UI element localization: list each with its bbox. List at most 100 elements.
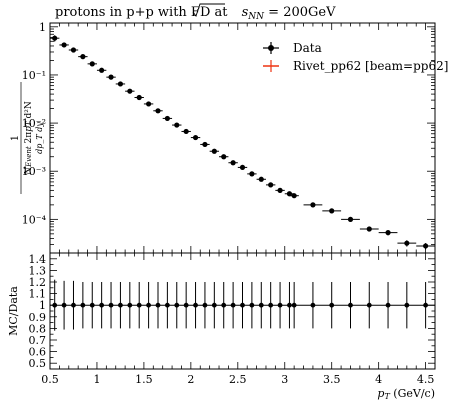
data-point <box>50 35 60 42</box>
x-tick-label: 1 <box>93 373 100 386</box>
ratio-point <box>164 282 170 329</box>
ratio-y-tick-label: 1.3 <box>29 264 47 277</box>
ratio-x-axis: 0.5 1 1.5 2 2.5 3 3.5 4 4.5 <box>41 253 436 386</box>
ratio-y-tick-label: 0.5 <box>29 357 47 370</box>
data-point <box>322 208 342 214</box>
chart-title: protons in p+p with FD at sNN = 200GeV <box>55 5 336 22</box>
ratio-y-tick-label: 0.7 <box>29 334 47 347</box>
data-point <box>303 202 323 208</box>
ratio-point <box>174 282 180 329</box>
data-point <box>143 101 154 107</box>
ratio-point <box>366 282 372 329</box>
ratio-point <box>155 282 161 329</box>
data-point <box>87 61 97 67</box>
svg-text:dp_T dy: dp_T dy <box>35 122 44 154</box>
data-point <box>228 160 238 166</box>
ratio-point <box>385 282 391 329</box>
main-x-ticks <box>49 23 436 253</box>
ratio-point <box>52 279 58 331</box>
data-point <box>200 141 210 148</box>
ratio-point <box>99 282 105 329</box>
ratio-y-tick-label: 0.6 <box>29 346 47 359</box>
ratio-y-axis: 0.50.60.70.80.911.11.21.31.4 <box>29 252 435 370</box>
data-point <box>237 164 248 171</box>
data-point <box>59 42 69 48</box>
x-tick-label: 3.5 <box>323 373 341 386</box>
ratio-point <box>127 282 133 329</box>
ratio-point <box>211 282 217 329</box>
ratio-point <box>287 282 292 329</box>
data-point <box>359 226 379 232</box>
ratio-point <box>291 282 297 329</box>
x-tick-label: 1.5 <box>135 373 153 386</box>
data-point <box>275 187 285 193</box>
svg-text:1: 1 <box>10 135 21 141</box>
data-point <box>289 193 299 199</box>
ratio-y-tick-label: 1.1 <box>29 288 47 301</box>
main-y-tick-label: 10⁻² <box>22 117 46 130</box>
data-point <box>181 128 191 135</box>
svg-text:NEvent 2πpT d²N: NEvent 2πpT d²N <box>24 101 34 176</box>
ratio-point <box>108 282 114 329</box>
data-point <box>115 81 126 87</box>
ratio-y-tick-label: 1 <box>39 299 46 312</box>
data-point <box>106 74 116 80</box>
data-point <box>265 182 276 188</box>
data-point <box>256 176 266 182</box>
main-y-axis: 10⁻⁴ 10⁻³ 10⁻² 10⁻¹ 1 <box>22 21 435 254</box>
sqrt-sign <box>192 3 225 17</box>
data-point <box>416 243 435 250</box>
ratio-point <box>146 282 151 329</box>
ratio-point <box>118 282 123 329</box>
ratio-point <box>230 282 236 329</box>
ratio-y-tick-label: 1.4 <box>29 253 47 266</box>
x-axis-label: pT (GeV/c) <box>377 387 435 401</box>
ratio-point <box>348 282 353 329</box>
x-tick-label: 4 <box>375 373 382 386</box>
ratio-point <box>221 282 227 329</box>
ratio-point <box>193 282 198 329</box>
data-point <box>78 54 88 60</box>
ratio-point <box>89 282 95 329</box>
ratio-point <box>71 280 76 330</box>
data-point <box>134 94 144 101</box>
ratio-point <box>277 282 283 329</box>
main-y-tick-label: 10⁻⁴ <box>22 213 47 226</box>
data-point <box>190 134 201 141</box>
ratio-y-tick-label: 0.9 <box>29 311 47 324</box>
ratio-y-axis-label: MC/Data <box>7 286 20 336</box>
data-point <box>125 88 135 94</box>
svg-text:Data: Data <box>293 41 322 55</box>
ratio-data-points <box>50 279 435 331</box>
x-tick-label: 2.5 <box>229 373 247 386</box>
legend-entry-rivet: Rivet_pp62 [beam=pp62] <box>263 59 448 73</box>
ratio-y-tick-label: 1.2 <box>29 276 47 289</box>
x-tick-label: 4.5 <box>417 373 435 386</box>
ratio-point <box>202 282 208 329</box>
data-point <box>219 154 229 160</box>
data-point <box>247 171 257 177</box>
svg-text:Rivet_pp62 [beam=pp62]: Rivet_pp62 [beam=pp62] <box>293 59 448 73</box>
data-point <box>68 47 79 53</box>
x-tick-label: 0.5 <box>41 373 59 386</box>
ratio-point <box>258 282 264 329</box>
ratio-point <box>404 282 410 329</box>
ratio-point <box>136 282 142 329</box>
main-y-tick-label: 1 <box>39 21 46 34</box>
main-y-axis-label: 1 NEvent 2πpT d²N dp_T dy <box>10 82 44 194</box>
legend: Data Rivet_pp62 [beam=pp62] <box>263 41 448 73</box>
ratio-point <box>268 282 274 329</box>
main-data-points <box>50 35 435 250</box>
ratio-point <box>61 280 67 330</box>
x-tick-label: 2 <box>187 373 194 386</box>
ratio-point <box>249 282 255 329</box>
data-point <box>172 122 182 128</box>
ratio-point <box>80 282 86 329</box>
x-tick-label: 3 <box>281 373 288 386</box>
data-point <box>341 216 360 222</box>
ratio-point <box>329 282 335 329</box>
data-point <box>209 148 220 154</box>
ratio-point <box>183 282 189 329</box>
ratio-y-tick-label: 0.8 <box>29 322 47 335</box>
